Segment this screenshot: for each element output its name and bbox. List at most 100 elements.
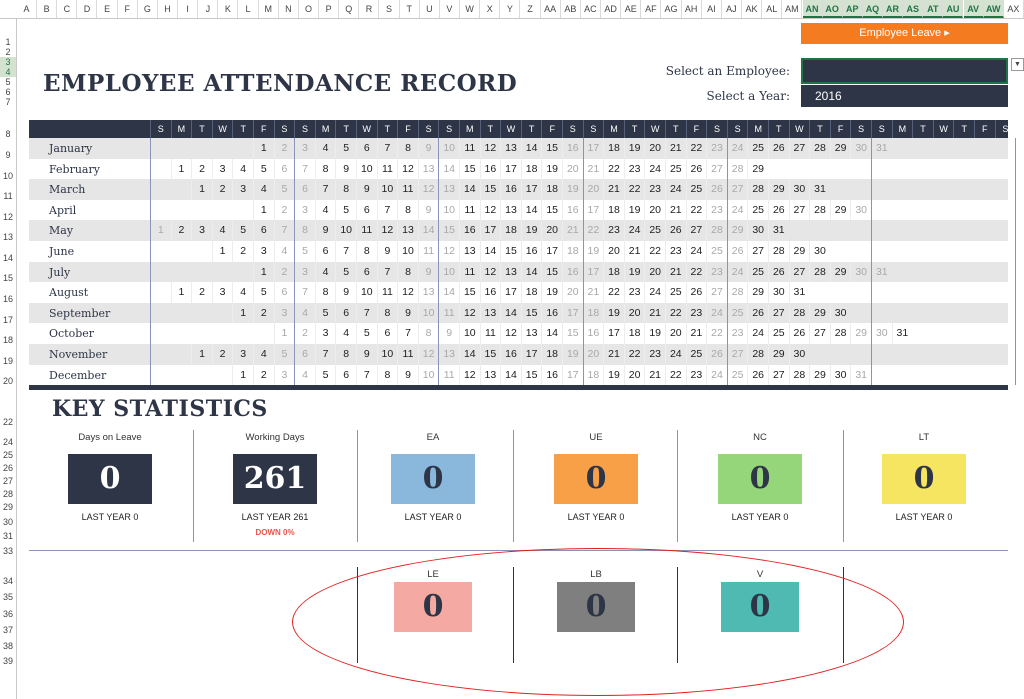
- day-cell[interactable]: 28: [809, 199, 830, 221]
- day-cell[interactable]: 11: [438, 302, 459, 324]
- day-cell[interactable]: 16: [520, 241, 542, 262]
- column-header[interactable]: V: [440, 0, 460, 18]
- day-cell[interactable]: 10: [376, 179, 398, 200]
- day-cell[interactable]: 15: [479, 344, 501, 365]
- day-cell[interactable]: 13: [500, 261, 521, 283]
- day-cell[interactable]: 3: [273, 364, 295, 386]
- day-cell[interactable]: 15: [479, 179, 501, 200]
- day-cell[interactable]: 22: [603, 282, 624, 303]
- row-header[interactable]: 27: [2, 476, 13, 486]
- day-cell[interactable]: 17: [500, 158, 521, 180]
- column-header[interactable]: Z: [521, 0, 541, 18]
- column-header[interactable]: AR: [883, 0, 904, 18]
- column-header[interactable]: AQ: [862, 0, 883, 18]
- day-cell[interactable]: 22: [603, 158, 624, 180]
- day-cell[interactable]: 10: [438, 138, 459, 159]
- day-cell[interactable]: 15: [562, 323, 583, 344]
- day-cell[interactable]: 25: [747, 138, 768, 159]
- day-cell[interactable]: 9: [397, 302, 418, 324]
- day-cell[interactable]: 27: [726, 344, 748, 365]
- day-cell[interactable]: 29: [747, 158, 768, 180]
- day-cell[interactable]: 16: [582, 323, 604, 344]
- day-cell[interactable]: 30: [788, 179, 810, 200]
- day-cell[interactable]: 27: [809, 323, 830, 344]
- day-cell[interactable]: 2: [191, 158, 212, 180]
- day-cell[interactable]: 14: [417, 220, 439, 241]
- day-cell[interactable]: 9: [397, 364, 418, 386]
- day-cell[interactable]: 6: [273, 282, 295, 303]
- day-cell[interactable]: 21: [665, 199, 686, 221]
- day-cell[interactable]: 4: [211, 220, 233, 241]
- day-cell[interactable]: 6: [253, 220, 274, 241]
- day-cell[interactable]: 28: [788, 302, 810, 324]
- day-cell[interactable]: 10: [438, 261, 459, 283]
- day-cell[interactable]: 25: [685, 179, 707, 200]
- day-cell[interactable]: 14: [438, 282, 459, 303]
- day-cell[interactable]: 17: [520, 179, 542, 200]
- day-cell[interactable]: 3: [253, 241, 274, 262]
- column-header[interactable]: AE: [621, 0, 642, 18]
- employee-select[interactable]: [801, 58, 1008, 84]
- column-header[interactable]: D: [77, 0, 98, 18]
- day-cell[interactable]: 5: [356, 323, 377, 344]
- day-cell[interactable]: 1: [253, 138, 274, 159]
- day-cell[interactable]: 2: [211, 344, 233, 365]
- day-cell[interactable]: 4: [314, 199, 336, 221]
- day-cell[interactable]: 25: [665, 158, 686, 180]
- day-cell[interactable]: 25: [726, 364, 748, 386]
- day-cell[interactable]: 6: [356, 261, 377, 283]
- day-cell[interactable]: 19: [603, 364, 624, 386]
- column-header[interactable]: R: [359, 0, 380, 18]
- day-cell[interactable]: 22: [665, 302, 686, 324]
- column-header[interactable]: B: [37, 0, 58, 18]
- day-cell[interactable]: 13: [417, 282, 439, 303]
- day-cell[interactable]: 12: [479, 199, 501, 221]
- day-cell[interactable]: 7: [397, 323, 418, 344]
- day-cell[interactable]: 16: [459, 220, 480, 241]
- row-header[interactable]: 2: [5, 47, 11, 57]
- day-cell[interactable]: 1: [211, 241, 233, 262]
- row-header[interactable]: 34: [2, 576, 13, 586]
- day-cell[interactable]: 16: [541, 302, 562, 324]
- day-cell[interactable]: 9: [417, 199, 439, 221]
- row-header[interactable]: 29: [2, 502, 13, 512]
- day-cell[interactable]: 9: [335, 158, 356, 180]
- day-cell[interactable]: 25: [747, 199, 768, 221]
- day-cell[interactable]: 30: [850, 261, 871, 283]
- day-cell[interactable]: 6: [273, 158, 295, 180]
- day-cell[interactable]: 22: [685, 138, 707, 159]
- day-cell[interactable]: 14: [541, 323, 562, 344]
- column-header[interactable]: P: [319, 0, 340, 18]
- day-cell[interactable]: 25: [726, 302, 748, 324]
- day-cell[interactable]: 29: [809, 364, 830, 386]
- row-header[interactable]: 17: [2, 315, 13, 325]
- day-cell[interactable]: 15: [520, 364, 542, 386]
- day-cell[interactable]: 13: [459, 241, 480, 262]
- column-header[interactable]: AS: [903, 0, 924, 18]
- day-cell[interactable]: 19: [582, 241, 604, 262]
- column-header[interactable]: AW: [983, 0, 1004, 18]
- day-cell[interactable]: 11: [417, 241, 439, 262]
- day-cell[interactable]: 11: [459, 138, 480, 159]
- day-cell[interactable]: 2: [253, 364, 274, 386]
- day-cell[interactable]: 3: [211, 158, 233, 180]
- day-cell[interactable]: 11: [376, 282, 398, 303]
- day-cell[interactable]: 6: [294, 179, 315, 200]
- day-cell[interactable]: 9: [417, 261, 439, 283]
- day-cell[interactable]: 12: [459, 302, 480, 324]
- day-cell[interactable]: 5: [273, 179, 295, 200]
- column-header[interactable]: N: [279, 0, 299, 18]
- day-cell[interactable]: 12: [417, 344, 439, 365]
- day-cell[interactable]: 17: [562, 302, 583, 324]
- column-header[interactable]: AD: [601, 0, 622, 18]
- day-cell[interactable]: 19: [562, 344, 583, 365]
- day-cell[interactable]: 16: [562, 261, 583, 283]
- day-cell[interactable]: 13: [479, 364, 501, 386]
- column-header[interactable]: H: [158, 0, 179, 18]
- day-cell[interactable]: 2: [170, 220, 192, 241]
- day-cell[interactable]: 16: [500, 344, 521, 365]
- row-header[interactable]: 12: [2, 212, 13, 222]
- day-cell[interactable]: 14: [520, 138, 542, 159]
- day-cell[interactable]: 1: [191, 344, 212, 365]
- day-cell[interactable]: 7: [294, 158, 315, 180]
